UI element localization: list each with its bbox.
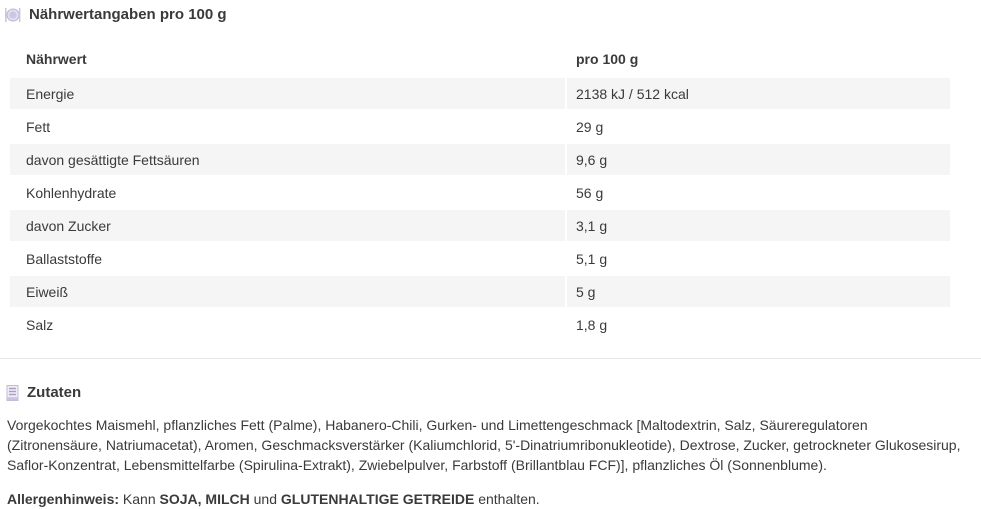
allergen-label: Allergenhinweis: — [7, 491, 120, 507]
table-row: Kohlenhydrate 56 g — [10, 177, 950, 208]
allergen-milch: MILCH — [205, 491, 250, 507]
allergen-notice: Allergenhinweis: Kann SOJA, MILCH und GL… — [7, 489, 961, 509]
allergen-gluten: GLUTENHALTIGE GETREIDE — [280, 491, 475, 507]
nutrient-value: 3,1 g — [567, 210, 950, 241]
allergen-soja: SOJA — [159, 491, 198, 507]
table-row: Fett 29 g — [10, 111, 950, 142]
nutrition-table: Nährwert pro 100 g Energie 2138 kJ / 512… — [8, 42, 952, 342]
nutrient-label: Kohlenhydrate — [10, 177, 565, 208]
ingredients-section-title: Zutaten — [27, 384, 82, 401]
nutrient-value: 29 g — [567, 111, 950, 142]
nutrient-value: 9,6 g — [567, 144, 950, 175]
table-row: Eiweiß 5 g — [10, 276, 950, 307]
nutrient-label: Eiweiß — [10, 276, 565, 307]
table-row: davon Zucker 3,1 g — [10, 210, 950, 241]
allergen-lead: Kann — [119, 491, 160, 507]
ingredients-text: Vorgekochtes Maismehl, pflanzliches Fett… — [7, 417, 961, 473]
nutrient-value: 1,8 g — [567, 309, 950, 340]
allergen-conjunction: und — [249, 491, 281, 507]
allergen-tail: enthalten. — [474, 491, 540, 507]
nutrient-label: Fett — [10, 111, 565, 142]
nutrient-label: davon gesättigte Fettsäuren — [10, 144, 565, 175]
table-row: Ballaststoffe 5,1 g — [10, 243, 950, 274]
column-header-per-100g: pro 100 g — [567, 44, 950, 76]
nutrient-value: 5,1 g — [567, 243, 950, 274]
ingredients-section-header: Zutaten — [6, 384, 981, 401]
column-header-nutrient: Nährwert — [10, 44, 565, 76]
table-row: Energie 2138 kJ / 512 kcal — [10, 78, 950, 109]
ingredient-list-icon — [6, 384, 19, 401]
nutrient-label: Salz — [10, 309, 565, 340]
nutrient-label: davon Zucker — [10, 210, 565, 241]
nutrient-label: Energie — [10, 78, 565, 109]
table-row: Salz 1,8 g — [10, 309, 950, 340]
allergen-separator: , — [197, 491, 206, 507]
plate-cutlery-icon — [4, 7, 21, 23]
nutrition-section-title: Nährwertangaben pro 100 g — [29, 6, 227, 23]
table-row: davon gesättigte Fettsäuren 9,6 g — [10, 144, 950, 175]
nutrient-label: Ballaststoffe — [10, 243, 565, 274]
nutrition-section-header: Nährwertangaben pro 100 g — [0, 0, 981, 23]
nutrient-value: 2138 kJ / 512 kcal — [567, 78, 950, 109]
nutrient-value: 56 g — [567, 177, 950, 208]
nutrition-table-header-row: Nährwert pro 100 g — [10, 44, 950, 76]
section-divider — [0, 358, 981, 359]
nutrient-value: 5 g — [567, 276, 950, 307]
